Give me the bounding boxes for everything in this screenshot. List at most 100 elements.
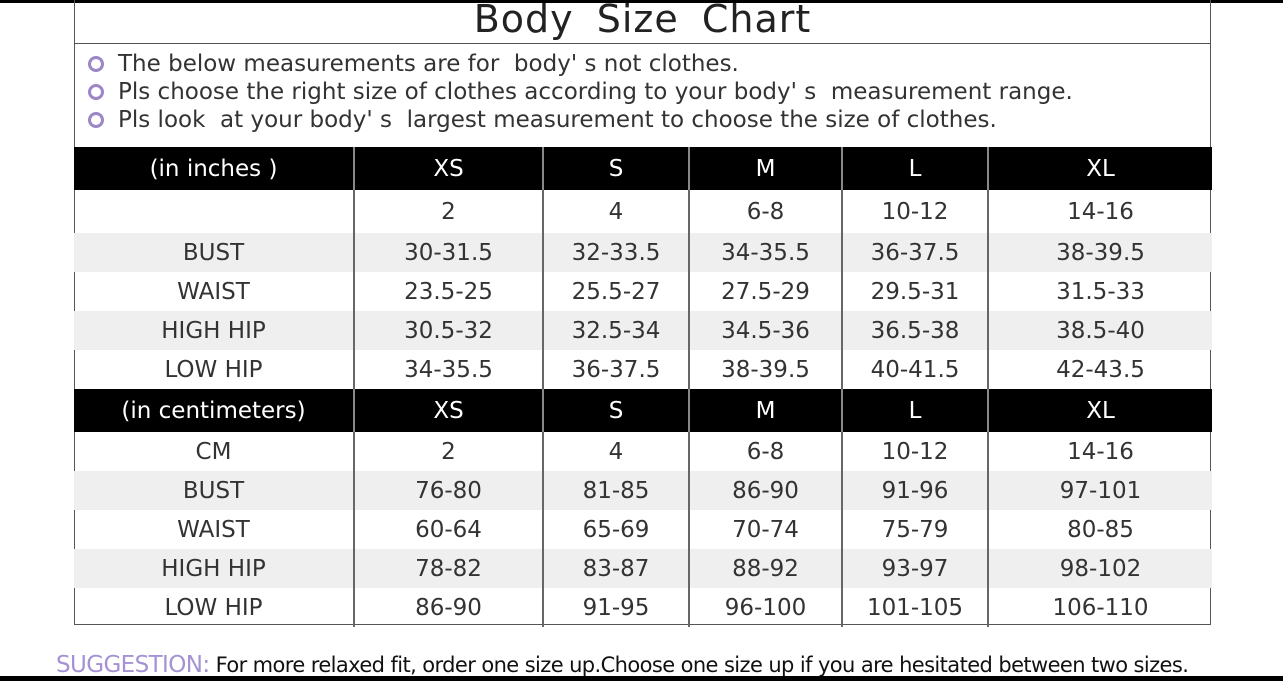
table-cell: 25.5-27 <box>542 272 689 311</box>
table-cell: 40-41.5 <box>841 350 988 389</box>
table-row: LOW HIP 86-90 91-95 96-100 101-105 106-110 <box>74 588 1212 627</box>
table-cell: (in inches ) <box>74 147 354 190</box>
table-cell: 80-85 <box>987 510 1212 549</box>
table-cell: LOW HIP <box>164 594 263 621</box>
table-cell: 2 <box>353 432 543 471</box>
header-row-centimeters: (in centimeters) XS S M L XL <box>74 389 1212 432</box>
table-cell: WAIST <box>177 278 250 305</box>
suggestion: SUGGESTION: For more relaxed fit, order … <box>56 652 1189 678</box>
table-cell: L <box>841 389 988 432</box>
table-cell: 2 <box>353 190 543 233</box>
table-row: WAIST 60-64 65-69 70-74 75-79 80-85 <box>74 510 1212 549</box>
table-cell: 101-105 <box>841 588 988 627</box>
table-cell: 23.5-25 <box>353 272 543 311</box>
table-cell: 10-12 <box>841 190 988 233</box>
table-cell: XL <box>987 147 1212 190</box>
note-item: Pls choose the right size of clothes acc… <box>88 78 1073 106</box>
table-cell: 60-64 <box>353 510 543 549</box>
table-cell: 98-102 <box>987 549 1212 588</box>
table-cell: 34.5-36 <box>688 311 842 350</box>
table-cell: 29.5-31 <box>841 272 988 311</box>
table-cell: HIGH HIP <box>74 311 354 350</box>
table-cell: M <box>688 147 842 190</box>
table-cell: 6-8 <box>688 432 842 471</box>
size-table: (in inches ) XS S M L XL 2 4 6-8 10-12 14-16 BUST 30… <box>74 147 1212 627</box>
table-cell: 88-92 <box>688 549 842 588</box>
circle-bullet-icon <box>88 56 104 72</box>
table-cell: 10-12 <box>841 432 988 471</box>
table-row: WAIST 23.5-25 25.5-27 27.5-29 29.5-31 31.5-33 <box>74 272 1212 311</box>
table-cell: XL <box>987 389 1212 432</box>
table-cell: 91-96 <box>841 471 988 510</box>
table-cell: 75-79 <box>841 510 988 549</box>
table-cell: 65-69 <box>542 510 689 549</box>
table-cell: 36-37.5 <box>542 350 689 389</box>
table-cell: 14-16 <box>987 432 1212 471</box>
table-cell: 32.5-34 <box>542 311 689 350</box>
note-item: Pls look at your body' s largest measure… <box>88 106 1073 134</box>
note-text: Pls look at your body' s largest measure… <box>118 107 997 133</box>
circle-bullet-icon <box>88 112 104 128</box>
table-cell: 96-100 <box>688 588 842 627</box>
note-text: Pls choose the right size of clothes acc… <box>118 79 1073 105</box>
notes-list: The below measurements are for body' s n… <box>88 50 1073 134</box>
table-cell: 38.5-40 <box>987 311 1212 350</box>
table-row: BUST 76-80 81-85 86-90 91-96 97-101 <box>74 471 1212 510</box>
table-cell: XS <box>353 389 543 432</box>
table-cell: 4 <box>542 190 689 233</box>
chart-title: Body Size Chart <box>74 0 1211 44</box>
table-cell: 38-39.5 <box>987 233 1212 272</box>
table-cell: 76-80 <box>353 471 543 510</box>
table-cell: WAIST <box>177 516 250 543</box>
table-row: BUST 30-31.5 32-33.5 34-35.5 36-37.5 38-39.5 <box>74 233 1212 272</box>
table-cell: L <box>841 147 988 190</box>
table-cell: 42-43.5 <box>987 350 1212 389</box>
table-cell: CM <box>195 438 232 465</box>
table-cell: S <box>542 147 689 190</box>
suggestion-text: For more relaxed fit, order one size up.… <box>209 653 1189 677</box>
suggestion-label: SUGGESTION: <box>56 652 210 678</box>
note-item: The below measurements are for body' s n… <box>88 50 1073 78</box>
table-cell: 34-35.5 <box>353 350 543 389</box>
table-cell: 32-33.5 <box>542 233 689 272</box>
table-cell: 106-110 <box>987 588 1212 627</box>
bottom-border <box>0 676 1283 681</box>
table-cell: 83-87 <box>542 549 689 588</box>
circle-bullet-icon <box>88 84 104 100</box>
table-cell: BUST <box>74 233 354 272</box>
table-cell: 93-97 <box>841 549 988 588</box>
table-cell: 70-74 <box>688 510 842 549</box>
note-text: The below measurements are for body' s n… <box>118 51 739 77</box>
table-cell: 36-37.5 <box>841 233 988 272</box>
table-cell: 14-16 <box>987 190 1212 233</box>
table-cell: 97-101 <box>987 471 1212 510</box>
table-cell: 31.5-33 <box>987 272 1212 311</box>
table-cell: 38-39.5 <box>688 350 842 389</box>
table-cell: 86-90 <box>353 588 543 627</box>
table-cell: 86-90 <box>688 471 842 510</box>
table-cell: (in centimeters) <box>74 389 354 432</box>
table-cell: 30.5-32 <box>353 311 543 350</box>
top-border <box>0 0 1283 3</box>
table-cell: BUST <box>74 471 354 510</box>
table-cell: 78-82 <box>353 549 543 588</box>
table-cell: 6-8 <box>688 190 842 233</box>
table-cell: M <box>688 389 842 432</box>
table-cell: XS <box>353 147 543 190</box>
table-cell: HIGH HIP <box>74 549 354 588</box>
table-row: LOW HIP 34-35.5 36-37.5 38-39.5 40-41.5 42-43… <box>74 350 1212 389</box>
table-cell: 34-35.5 <box>688 233 842 272</box>
table-cell <box>74 190 354 233</box>
table-cell: 91-95 <box>542 588 689 627</box>
table-row: HIGH HIP 30.5-32 32.5-34 34.5-36 36.5-38 38.5… <box>74 311 1212 350</box>
table-row: CM 2 4 6-8 10-12 14-16 <box>74 432 1212 471</box>
header-row-inches: (in inches ) XS S M L XL <box>74 147 1212 190</box>
table-cell: 36.5-38 <box>841 311 988 350</box>
table-row: HIGH HIP 78-82 83-87 88-92 93-97 98-102 <box>74 549 1212 588</box>
table-cell: S <box>542 389 689 432</box>
table-cell: 27.5-29 <box>688 272 842 311</box>
table-cell: LOW HIP <box>164 356 263 383</box>
table-cell: 4 <box>542 432 689 471</box>
table-cell: 81-85 <box>542 471 689 510</box>
table-row: 2 4 6-8 10-12 14-16 <box>74 190 1212 233</box>
